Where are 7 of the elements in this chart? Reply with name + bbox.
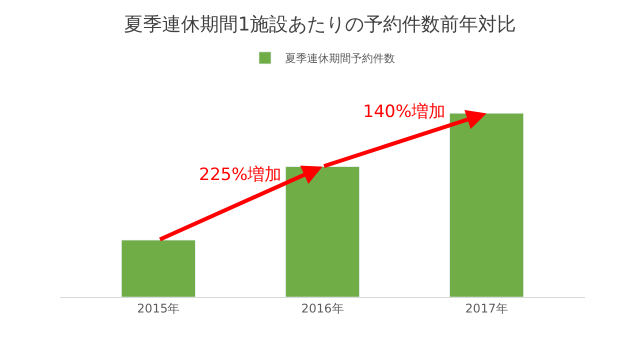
chart-title: 夏季連休期間1施設あたりの予約件数前年対比 <box>124 14 516 36</box>
annotation: 225%増加 <box>199 165 282 185</box>
legend-label: 夏季連休期間予約件数 <box>285 52 395 66</box>
x-tick-label: 2016年 <box>301 301 344 316</box>
annotation: 140%増加 <box>363 102 446 122</box>
x-tick-label: 2015年 <box>137 301 180 316</box>
x-tick-label: 2017年 <box>465 301 508 316</box>
